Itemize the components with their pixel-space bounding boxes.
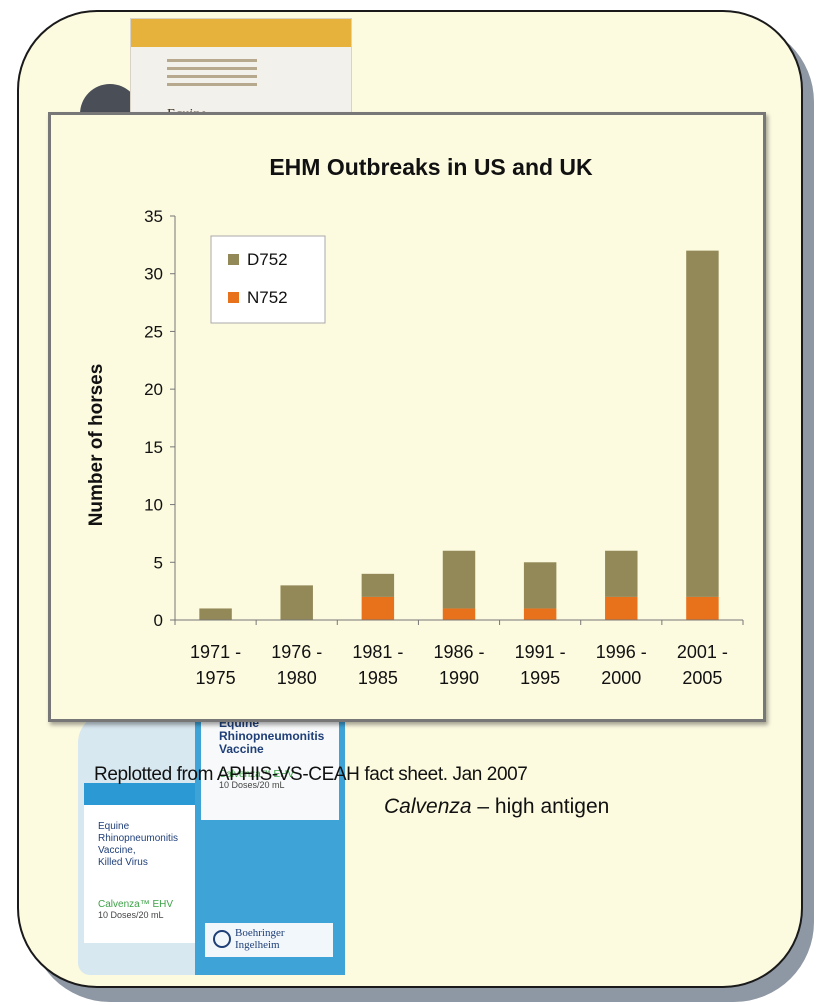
bottle-brand: Calvenza™ EHV 10 Doses/20 mL xyxy=(98,899,173,920)
bar-d752 xyxy=(686,250,719,597)
maker-line-2: Ingelheim xyxy=(235,939,280,951)
maker-logo-icon xyxy=(213,930,231,948)
x-tick-label: 2005 xyxy=(682,668,722,688)
bottle-line-1: Equine xyxy=(98,821,130,832)
bar-n752 xyxy=(523,608,557,620)
x-tick-label: 1980 xyxy=(277,668,317,688)
bar-d752 xyxy=(199,608,232,620)
bottle-label-stripe xyxy=(84,783,202,805)
bar-d752 xyxy=(442,550,476,609)
x-tick-label: 1991 - xyxy=(515,642,566,662)
chart-title: EHM Outbreaks in US and UK xyxy=(269,154,593,180)
bar-n752 xyxy=(686,596,719,620)
bar-d752 xyxy=(280,585,313,620)
vaccine-bottle-photo: Equine Rhinopneumonitis Vaccine, Killed … xyxy=(78,713,208,975)
y-tick-label: 35 xyxy=(144,207,163,226)
vaccine-box-photo: Equine xyxy=(130,18,352,130)
bar-chart: EHM Outbreaks in US and UK Number of hor… xyxy=(86,154,744,688)
y-tick-label: 15 xyxy=(144,438,163,457)
x-tick-label: 2000 xyxy=(601,668,641,688)
bar-d752 xyxy=(523,562,557,609)
box-band xyxy=(131,19,351,47)
x-tick-label: 1971 - xyxy=(190,642,241,662)
carton-label: Equine Rhinopneumonitis Vaccine Calvenza… xyxy=(201,705,339,820)
x-tick-label: 2001 - xyxy=(677,642,728,662)
legend-swatch-d752 xyxy=(228,254,239,265)
legend-swatch-n752 xyxy=(228,292,239,303)
bottle-label: Equine Rhinopneumonitis Vaccine, Killed … xyxy=(84,783,202,943)
y-tick-label: 0 xyxy=(154,611,163,630)
bar-d752 xyxy=(605,550,638,597)
carton-line-2: Rhinopneumonitis xyxy=(219,729,325,743)
x-tick-label: 1990 xyxy=(439,668,479,688)
y-tick-label: 30 xyxy=(144,265,163,284)
carton-doses-text: 10 Doses/20 mL xyxy=(219,780,285,790)
vaccine-carton-photo: Equine Rhinopneumonitis Vaccine Calvenza… xyxy=(195,705,345,975)
chart-panel: EHM Outbreaks in US and UK Number of hor… xyxy=(48,112,766,722)
x-tick-label: 1986 - xyxy=(433,642,484,662)
box-text-lines xyxy=(167,59,257,91)
legend-box xyxy=(210,235,326,324)
x-tick-label: 1996 - xyxy=(596,642,647,662)
product-note: – high antigen xyxy=(471,795,610,818)
x-tick-label: 1985 xyxy=(358,668,398,688)
bottle-brand-text: Calvenza™ EHV xyxy=(98,899,174,910)
carton-brand: Calvenza™ EHV 10 Doses/20 mL xyxy=(219,769,294,790)
legend-label-n752: N752 xyxy=(247,288,288,307)
x-tick-label: 1975 xyxy=(196,668,236,688)
plot-area: 0 5 10 15 20 25 30 35 1971 - 1975 1976 - 1980 1981 -… xyxy=(144,207,744,688)
carton-maker-logo: Boehringer Ingelheim xyxy=(205,923,333,957)
product-caption: Calvenza – high antigen xyxy=(384,795,609,819)
x-tick-label: 1981 - xyxy=(352,642,403,662)
bottle-doses-text: 10 Doses/20 mL xyxy=(98,910,164,920)
y-tick-label: 10 xyxy=(144,496,163,515)
legend-label-d752: D752 xyxy=(247,250,288,269)
product-name: Calvenza xyxy=(384,795,472,818)
x-tick-label: 1976 - xyxy=(271,642,322,662)
x-tick-label: 1995 xyxy=(520,668,560,688)
source-caption: Replotted from APHIS-VS-CEAH fact sheet.… xyxy=(94,764,528,785)
bottle-label-text: Equine Rhinopneumonitis Vaccine, Killed … xyxy=(98,821,178,869)
bottle-line-3: Vaccine, xyxy=(98,845,136,856)
carton-brand-text: Calvenza™ EHV xyxy=(219,769,295,780)
bar-d752 xyxy=(361,573,395,597)
bar-n752 xyxy=(442,608,476,620)
bottle-line-2: Rhinopneumonitis xyxy=(98,833,179,844)
y-axis-label: Number of horses xyxy=(86,364,107,527)
bar-n752 xyxy=(605,596,638,620)
y-tick-label: 5 xyxy=(154,553,163,572)
y-tick-label: 20 xyxy=(144,380,163,399)
bar-n752 xyxy=(361,596,395,620)
maker-line-1: Boehringer xyxy=(235,927,285,939)
y-tick-label: 25 xyxy=(144,322,163,341)
carton-text: Equine Rhinopneumonitis Vaccine xyxy=(219,717,324,756)
carton-line-3: Vaccine xyxy=(219,742,264,756)
bottle-line-4: Killed Virus xyxy=(98,857,148,868)
